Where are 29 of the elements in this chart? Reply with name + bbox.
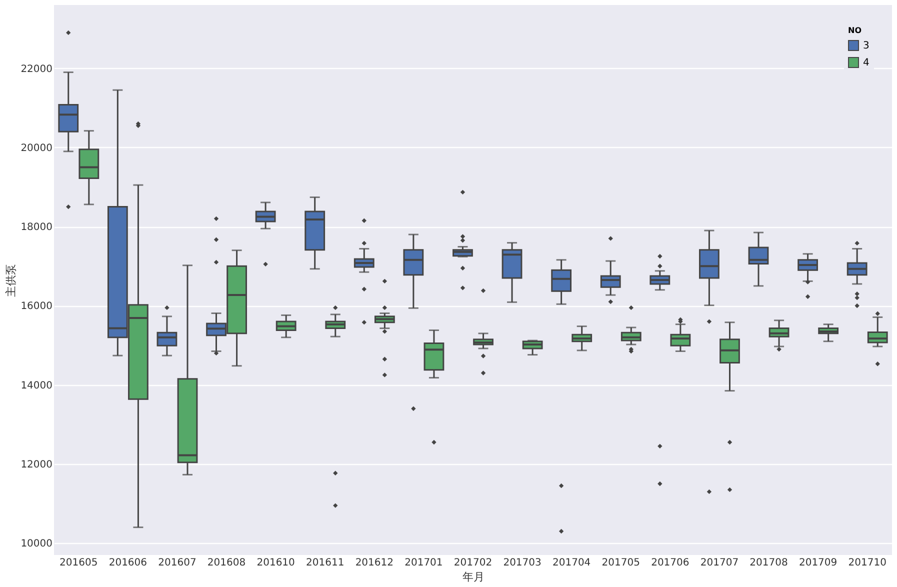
x-tick-label: 201706 [651,558,690,568]
y-tick-label: 22000 [20,64,52,75]
x-tick-label: 201611 [306,558,344,568]
x-tick-label: 201708 [750,558,788,568]
x-tick-label: 201608 [207,558,246,568]
y-tick-label: 18000 [20,222,52,234]
x-tick-label: 201703 [503,558,542,568]
x-tick-label: 201610 [256,558,295,568]
y-tick-label: 20000 [20,142,52,154]
x-tick-label: 201605 [60,558,98,568]
x-tick-label: 201710 [848,558,886,568]
x-tick-label: 201707 [700,558,739,568]
x-axis-title: 年月 [462,570,484,584]
y-tick-label: 14000 [20,380,52,392]
x-tick-label: 201702 [454,558,492,568]
legend-label: 3 [863,40,870,52]
x-tick-label: 201701 [404,558,443,568]
x-tick-label: 201709 [798,558,838,568]
x-tick-label: 201607 [158,558,196,568]
legend-label: 4 [863,58,870,68]
x-tick-label: 201606 [108,558,148,568]
x-tick-label: 201612 [355,558,394,568]
y-tick-label: 10000 [20,538,52,550]
y-axis-title: 主供泵 [4,264,18,297]
x-tick-label: 201705 [602,558,640,568]
y-tick-label: 12000 [20,459,52,470]
x-tick-label: 201704 [552,558,591,568]
legend-title: NO [848,26,862,35]
y-tick-label: 16000 [20,301,52,312]
